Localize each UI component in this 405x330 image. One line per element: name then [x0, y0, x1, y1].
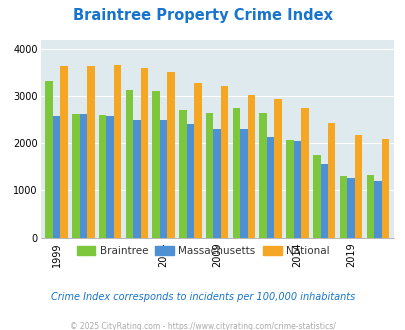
Bar — [286, 140, 293, 238]
Bar — [373, 181, 381, 238]
Text: Crime Index corresponds to incidents per 100,000 inhabitants: Crime Index corresponds to incidents per… — [51, 292, 354, 302]
Bar — [346, 178, 354, 238]
Bar — [232, 108, 240, 238]
Bar — [106, 116, 114, 238]
Bar — [60, 66, 68, 238]
Bar — [259, 113, 266, 238]
Bar — [274, 99, 281, 238]
Bar — [152, 91, 160, 238]
Bar — [99, 115, 106, 238]
Text: © 2025 CityRating.com - https://www.cityrating.com/crime-statistics/: © 2025 CityRating.com - https://www.city… — [70, 322, 335, 330]
Legend: Braintree, Massachusetts, National: Braintree, Massachusetts, National — [72, 242, 333, 260]
Bar — [320, 164, 327, 238]
Bar — [240, 129, 247, 238]
Bar — [79, 114, 87, 238]
Bar — [114, 65, 121, 238]
Bar — [339, 176, 346, 238]
Bar — [72, 114, 79, 238]
Bar — [247, 95, 255, 238]
Bar — [167, 72, 175, 238]
Bar — [293, 141, 301, 238]
Bar — [366, 175, 373, 238]
Text: Braintree Property Crime Index: Braintree Property Crime Index — [73, 8, 332, 23]
Bar — [140, 68, 148, 238]
Bar — [327, 123, 335, 238]
Bar — [126, 90, 133, 238]
Bar — [301, 108, 308, 238]
Bar — [266, 137, 274, 238]
Bar — [194, 83, 201, 238]
Bar — [205, 113, 213, 238]
Bar — [354, 135, 361, 238]
Bar — [179, 110, 186, 238]
Bar — [160, 120, 167, 238]
Bar — [213, 129, 220, 238]
Bar — [133, 120, 140, 238]
Bar — [220, 86, 228, 238]
Bar — [186, 124, 194, 238]
Bar — [45, 81, 53, 238]
Bar — [53, 116, 60, 238]
Bar — [312, 155, 320, 238]
Bar — [87, 66, 94, 238]
Bar — [381, 139, 388, 238]
